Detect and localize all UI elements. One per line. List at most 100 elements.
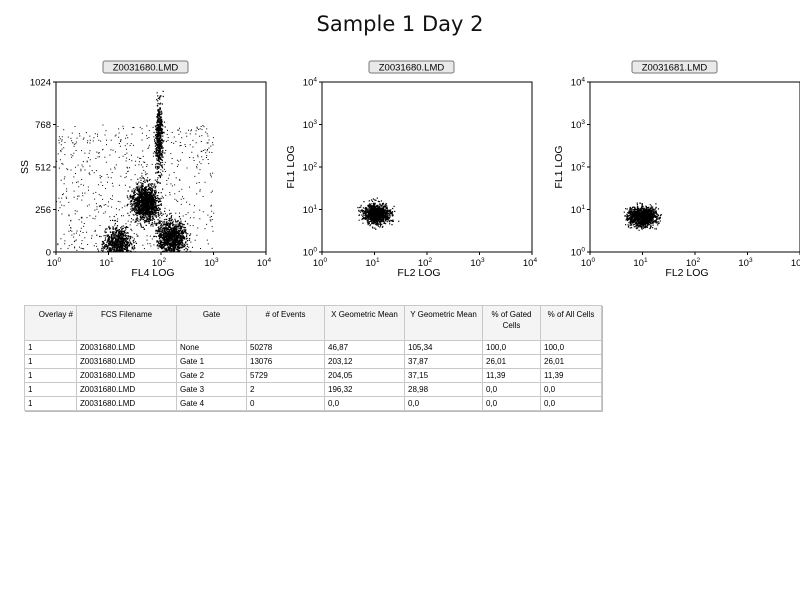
cytometry-plots: Z0031680.LMD 100 101 102 103 104 0 256 512 768 102… — [19, 60, 800, 279]
table-cell-y-geo-mean: 105,34 — [404, 340, 483, 355]
column-header-fcs-filename: FCS Filename — [76, 305, 177, 341]
x-tick-label: 100 — [47, 257, 62, 269]
x-tick-label: 104 — [791, 257, 800, 269]
table-cell-events: 50278 — [246, 340, 325, 355]
x-tick-label: 101 — [365, 257, 380, 269]
x-tick-label: 104 — [523, 257, 538, 269]
table-header-row: Overlay # FCS Filename Gate # of Events X Ge… — [24, 305, 602, 341]
y-tick-label: 103 — [303, 119, 318, 131]
table-cell-pct-gated: 0,0 — [482, 382, 541, 397]
table-cell-overlay: 1 — [24, 354, 77, 369]
table-cell-gate: Gate 2 — [176, 368, 247, 383]
table-cell-pct-all: 100,0 — [540, 340, 602, 355]
event-cluster-2 — [152, 212, 192, 252]
y-tick-label: 256 — [35, 205, 51, 216]
plot-frame — [321, 81, 533, 253]
column-header-gate: Gate — [176, 305, 247, 341]
table-cell-overlay: 1 — [24, 368, 77, 383]
table-cell-overlay: 1 — [24, 340, 77, 355]
plot-frame — [55, 81, 267, 253]
y-tick-label: 101 — [303, 204, 318, 216]
event-dots — [56, 90, 215, 252]
y-tick-label: 103 — [571, 119, 586, 131]
column-header-overlay: Overlay # — [24, 305, 77, 341]
file-label-text: Z0031681.LMD — [642, 63, 708, 74]
table-cell-events: 2 — [246, 382, 325, 397]
x-tick-label: 100 — [313, 257, 328, 269]
event-cluster-4 — [153, 90, 166, 184]
column-header-y-geo-mean: Y Geometric Mean — [404, 305, 483, 341]
y-tick-label: 100 — [571, 247, 586, 259]
table-cell-overlay: 1 — [24, 396, 77, 411]
y-tick-label: 768 — [35, 120, 51, 131]
table-cell-pct-all: 0,0 — [540, 396, 602, 411]
table-cell-events: 13076 — [246, 354, 325, 369]
x-tick-label: 101 — [99, 257, 114, 269]
table-cell-overlay: 1 — [24, 382, 77, 397]
file-label-text: Z0031680.LMD — [113, 63, 179, 74]
table-cell-x-geo-mean: 46,87 — [324, 340, 405, 355]
table-cell-events: 5729 — [246, 368, 325, 383]
y-tick-label: 100 — [303, 247, 318, 259]
table-cell-pct-all: 0,0 — [540, 382, 602, 397]
event-cluster-1 — [357, 197, 400, 230]
table-cell-y-geo-mean: 0,0 — [404, 396, 483, 411]
y-axis-label: SS — [19, 160, 31, 174]
table-cell-fcs-filename: Z0031680.LMD — [76, 368, 177, 383]
x-tick-label: 103 — [470, 257, 485, 269]
table-row: 1 Z0031680.LMD Gate 1 13076 203,12 37,87 26,01… — [24, 354, 602, 369]
table-row: 1 Z0031680.LMD None 50278 46,87 105,34 100,0 10… — [24, 340, 602, 355]
table-cell-pct-gated: 11,39 — [482, 368, 541, 383]
table-cell-fcs-filename: Z0031680.LMD — [76, 382, 177, 397]
table-cell-x-geo-mean: 204,05 — [324, 368, 405, 383]
column-header-events: # of Events — [246, 305, 325, 341]
y-tick-label: 101 — [571, 204, 586, 216]
table-cell-fcs-filename: Z0031680.LMD — [76, 354, 177, 369]
table-cell-x-geo-mean: 203,12 — [324, 354, 405, 369]
gate-statistics-table: Overlay # FCS Filename Gate # of Events X Ge… — [24, 305, 602, 411]
x-tick-label: 103 — [204, 257, 219, 269]
scatter-plot-1: Z0031680.LMD 100 101 102 103 104 0 256 512 768 102… — [19, 60, 271, 279]
scatter-plot-2: Z0031680.LMD 100 101 102 103 104 100 101 102 103 1… — [285, 60, 538, 279]
y-tick-label: 104 — [303, 77, 318, 89]
column-header-x-geo-mean: X Geometric Mean — [324, 305, 405, 341]
y-axis-label: FL1 LOG — [553, 145, 565, 188]
table-cell-pct-all: 11,39 — [540, 368, 602, 383]
x-axis-label: FL2 LOG — [397, 267, 440, 279]
y-tick-label: 1024 — [30, 78, 51, 89]
x-tick-label: 101 — [633, 257, 648, 269]
table-cell-y-geo-mean: 28,98 — [404, 382, 483, 397]
table-cell-x-geo-mean: 0,0 — [324, 396, 405, 411]
table-cell-pct-gated: 100,0 — [482, 340, 541, 355]
event-cluster-1 — [623, 202, 662, 231]
x-tick-label: 102 — [686, 257, 701, 269]
table-cell-fcs-filename: Z0031680.LMD — [76, 396, 177, 411]
event-cluster-1 — [126, 173, 168, 232]
table-cell-y-geo-mean: 37,15 — [404, 368, 483, 383]
table-cell-gate: Gate 4 — [176, 396, 247, 411]
table-cell-gate: Gate 1 — [176, 354, 247, 369]
y-tick-label: 102 — [303, 162, 318, 174]
file-label-text: Z0031680.LMD — [379, 63, 445, 74]
x-tick-label: 102 — [152, 257, 167, 269]
file-label-tab: Z0031680.LMD — [102, 60, 189, 74]
event-dots — [623, 202, 662, 231]
table-cell-gate: Gate 3 — [176, 382, 247, 397]
y-tick-label: 512 — [35, 163, 51, 174]
table-row: 1 Z0031680.LMD Gate 2 5729 204,05 37,15 11,39 1… — [24, 368, 602, 383]
y-tick-label: 104 — [571, 77, 586, 89]
plot-frame — [589, 81, 800, 253]
page-title: Sample 1 Day 2 — [316, 12, 484, 36]
table-cell-pct-all: 26,01 — [540, 354, 602, 369]
table-row: 1 Z0031680.LMD Gate 4 0 0,0 0,0 0,0 0,0 — [24, 396, 602, 411]
y-tick-label: 102 — [571, 162, 586, 174]
column-header-pct-gated: % of Gated Cells — [482, 305, 541, 341]
x-tick-label: 103 — [738, 257, 753, 269]
table-cell-events: 0 — [246, 396, 325, 411]
x-tick-label: 100 — [581, 257, 596, 269]
table-row: 1 Z0031680.LMD Gate 3 2 196,32 28,98 0,0 0,0 — [24, 382, 602, 397]
table-cell-y-geo-mean: 37,87 — [404, 354, 483, 369]
event-dots — [357, 197, 400, 230]
table-cell-gate: None — [176, 340, 247, 355]
table-cell-fcs-filename: Z0031680.LMD — [76, 340, 177, 355]
